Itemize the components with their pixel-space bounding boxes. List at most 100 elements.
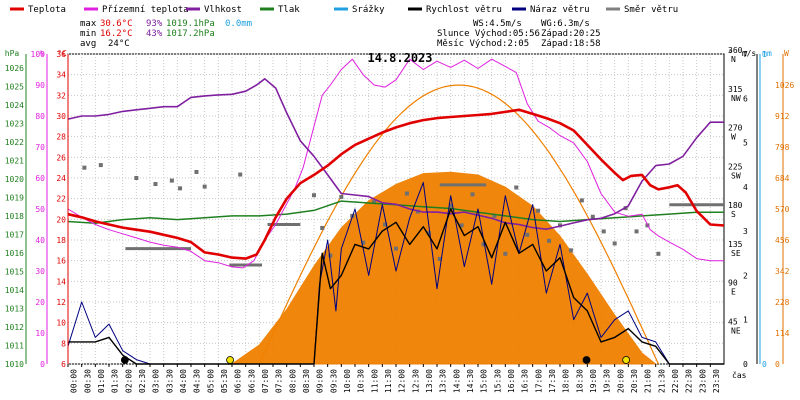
pressure-tick-label: 1015	[5, 267, 24, 276]
stat-min-hum: 43%	[146, 29, 163, 39]
series-rychlost-v-tru	[68, 208, 724, 365]
direction-point	[361, 240, 366, 245]
x-tick-label: 13:00	[425, 369, 434, 393]
x-axis-label: čas	[732, 370, 747, 380]
stat-max-rain: 0.0mm	[225, 19, 252, 29]
x-tick-label: 23:00	[698, 369, 707, 393]
direction-point	[238, 172, 243, 177]
stat-max-hum: 93%	[146, 19, 163, 29]
pressure-tick-label: 1017	[5, 230, 24, 239]
rain-tick-label: 0	[762, 360, 767, 369]
x-tick-label: 23:30	[712, 369, 721, 393]
stat-max-label: max	[80, 19, 97, 29]
radiation-fill	[230, 171, 658, 365]
legend-label: Vlhkost	[204, 5, 242, 15]
pressure-tick-label: 1016	[5, 249, 24, 258]
rain-tick-label: 1	[762, 50, 767, 59]
direction-tick-label: 45	[728, 317, 738, 326]
direction-point	[601, 229, 606, 234]
wind-tick-label: 6	[743, 94, 748, 103]
chart-title: 14.8.2023	[367, 51, 432, 65]
direction-point	[426, 231, 431, 236]
x-tick-label: 00:00	[70, 369, 79, 393]
x-tick-label: 06:00	[234, 369, 243, 393]
humidity-tick-label: 0	[40, 360, 45, 369]
sun-marker	[622, 356, 631, 364]
direction-point	[194, 169, 199, 174]
direction-tick-label: 225	[728, 162, 743, 171]
stat-sun: Slunce Východ:05:56	[437, 29, 540, 39]
direction-point	[153, 182, 158, 187]
x-tick-label: 09:00	[316, 369, 325, 393]
stat-moon: Měsíc Východ:2:05	[437, 39, 529, 49]
humidity-axis-unit: %	[40, 49, 45, 58]
sun-marker	[226, 356, 234, 364]
x-tick-label: 12:00	[398, 369, 407, 393]
direction-point	[503, 251, 508, 256]
temperature-tick-label: 14	[56, 277, 66, 286]
stat-avg-temp: 24°C	[108, 39, 130, 49]
stat-min-temp: 16.2°C	[100, 29, 133, 39]
stat-min-press: 1017.2hPa	[166, 29, 215, 39]
wind-axis-unit: m/s	[742, 49, 757, 58]
direction-point	[404, 191, 409, 196]
rain-axis-unit: mm	[762, 49, 772, 58]
x-tick-label: 22:00	[671, 369, 680, 393]
direction-point	[579, 198, 584, 203]
x-tick-label: 18:00	[562, 369, 571, 393]
series-p-zemn-teplota	[67, 58, 724, 269]
direction-point	[656, 251, 661, 256]
direction-tick-label: 90	[728, 279, 738, 288]
x-tick-label: 01:00	[97, 369, 106, 393]
direction-point	[481, 242, 486, 247]
x-tick-label: 20:30	[630, 369, 639, 393]
direction-point	[459, 223, 464, 228]
direction-point	[372, 200, 377, 205]
direction-tick-label: 270	[728, 124, 743, 133]
direction-point	[525, 232, 530, 237]
x-tick-label: 02:30	[138, 369, 147, 393]
direction-point	[312, 193, 316, 198]
radiation-tick-label: 342	[775, 267, 790, 276]
temperature-tick-label: 28	[56, 133, 66, 142]
pressure-axis-unit: hPa	[5, 49, 20, 58]
x-tick-label: 14:00	[452, 369, 461, 393]
x-tick-label: 03:30	[165, 369, 174, 393]
direction-compass-label: S	[731, 210, 736, 219]
temperature-tick-label: 8	[61, 339, 66, 348]
x-tick-label: 17:30	[548, 369, 557, 393]
x-tick-label: 11:30	[384, 369, 393, 393]
solar-max-curve	[258, 84, 659, 365]
direction-point	[590, 214, 595, 219]
temperature-tick-label: 34	[56, 71, 66, 80]
legend-label: Přízemní teplota	[102, 5, 189, 15]
temperature-tick-label: 10	[56, 319, 66, 328]
x-tick-label: 10:30	[357, 369, 366, 393]
direction-point	[470, 192, 475, 197]
x-tick-label: 19:00	[589, 369, 598, 393]
temperature-tick-label: 24	[56, 174, 66, 183]
direction-compass-label: NE	[731, 326, 741, 335]
humidity-tick-label: 40	[35, 236, 45, 245]
chart-axes: 00:00 00:30 01:00 01:30 02:00 02:30 03:00 03:30…	[5, 46, 795, 393]
pressure-tick-label: 1011	[5, 341, 24, 350]
pressure-tick-label: 1018	[5, 212, 24, 221]
chart-legend: Teplota Přízemní teplota Vlhkost Tlak Srážky…	[10, 5, 678, 15]
wind-tick-label: 0	[743, 360, 748, 369]
humidity-tick-label: 30	[35, 267, 45, 276]
pressure-tick-label: 1025	[5, 82, 24, 91]
direction-compass-label: NW	[731, 94, 741, 103]
x-tick-label: 15:00	[480, 369, 489, 393]
legend-label: Směr větru	[624, 5, 678, 15]
stats-panel: max 30.6°C 93% 1019.1hPa 0.0mm min 16.2°…	[80, 19, 601, 49]
x-tick-label: 20:00	[616, 369, 625, 393]
humidity-tick-label: 70	[35, 143, 45, 152]
humidity-tick-label: 50	[35, 205, 45, 214]
direction-point	[339, 194, 344, 199]
x-tick-label: 16:30	[521, 369, 530, 393]
stat-max-press: 1019.1hPa	[166, 19, 215, 29]
radiation-tick-label: 114	[775, 329, 790, 338]
x-tick-label: 08:00	[288, 369, 297, 393]
x-tick-label: 07:30	[275, 369, 284, 393]
